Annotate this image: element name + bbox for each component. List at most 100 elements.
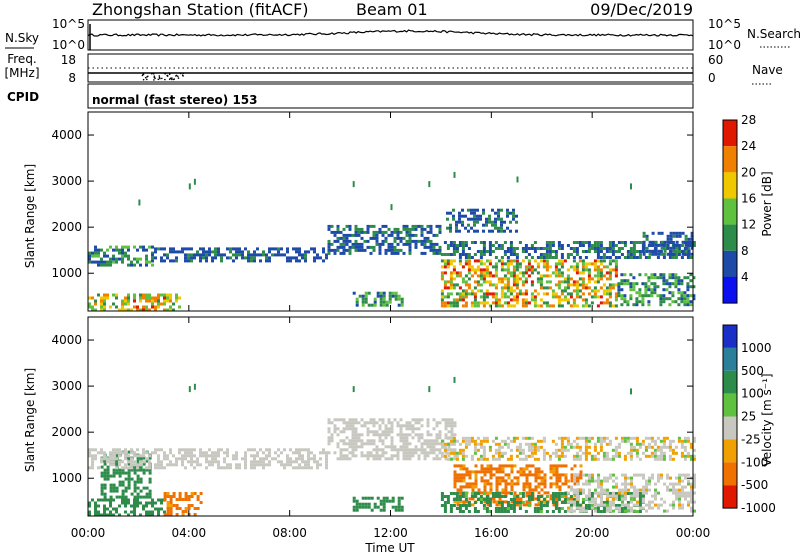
- heatmap-cell: [510, 479, 514, 483]
- heatmap-cell: [554, 268, 558, 272]
- heatmap-cell: [157, 457, 160, 461]
- heatmap-cell: [408, 236, 412, 240]
- heatmap-cell: [464, 253, 468, 256]
- heatmap-cell: [166, 510, 170, 513]
- heatmap-cell: [333, 248, 337, 252]
- heatmap-cell: [560, 492, 564, 495]
- heatmap-cell: [187, 454, 190, 458]
- heatmap-cell: [470, 436, 474, 440]
- heatmap-cell: [256, 253, 259, 257]
- heatmap-cell: [597, 476, 600, 480]
- heatmap-cell: [121, 245, 124, 249]
- heatmap-cell: [88, 305, 91, 309]
- heatmap-cell: [540, 479, 544, 483]
- heatmap-cell: [139, 480, 143, 484]
- heatmap-cell: [548, 280, 552, 284]
- heatmap-cell: [112, 448, 115, 452]
- heatmap-cell: [378, 230, 382, 234]
- heatmap-cell: [211, 256, 214, 260]
- heatmap-cell: [623, 436, 627, 440]
- heatmap-cell: [109, 513, 112, 517]
- heatmap-cell: [458, 220, 461, 224]
- heatmap-cell: [623, 279, 627, 283]
- heatmap-cell: [498, 476, 502, 480]
- heatmap-cell: [390, 424, 394, 428]
- heatmap-cell: [668, 291, 672, 295]
- heatmap-cell: [133, 483, 137, 487]
- heatmap-cell: [169, 495, 173, 498]
- heatmap-cell: [133, 480, 137, 484]
- heatmap-cell: [397, 297, 401, 301]
- heatmap-cell: [396, 433, 400, 437]
- heatmap-cell: [202, 247, 205, 251]
- heatmap-cell: [438, 442, 442, 446]
- heatmap-cell: [629, 498, 633, 501]
- heatmap-cell: [654, 246, 658, 250]
- heatmap-cell: [342, 418, 346, 422]
- heatmap-cell: [626, 492, 630, 495]
- heatmap-cell: [674, 276, 678, 280]
- heatmap-cell: [208, 454, 211, 458]
- heatmap-cell: [476, 442, 480, 446]
- heatmap-cell: [423, 236, 427, 240]
- heatmap-cell: [657, 491, 660, 495]
- heatmap-cell: [572, 498, 576, 501]
- heatmap-cell: [659, 451, 663, 455]
- heatmap-cell: [402, 457, 406, 461]
- heatmap-cell: [136, 305, 139, 309]
- heatmap-cell: [552, 467, 556, 471]
- date-label: 09/Dec/2019: [590, 0, 693, 19]
- heatmap-cell: [382, 303, 386, 307]
- heatmap-cell: [485, 501, 489, 504]
- heatmap-cell: [584, 301, 588, 305]
- heatmap-cell: [512, 504, 516, 507]
- heatmap-cell: [259, 253, 262, 257]
- heatmap-cell: [686, 297, 690, 301]
- heatmap-cell: [612, 479, 615, 483]
- heatmap-cell: [316, 253, 319, 257]
- heatmap-cell: [617, 250, 621, 253]
- heatmap-cell: [602, 283, 606, 287]
- heatmap-cell: [184, 451, 187, 455]
- heatmap-cell: [154, 308, 157, 312]
- heatmap-cell: [548, 247, 552, 250]
- heatmap-cell: [543, 473, 547, 477]
- heatmap-cell: [572, 283, 576, 287]
- heatmap-cell: [187, 451, 190, 455]
- heatmap-cell: [470, 457, 474, 461]
- heatmap-cell: [393, 418, 397, 422]
- heatmap-cell: [408, 451, 412, 455]
- heatmap-cell: [283, 253, 286, 257]
- colorbar-swatch: [723, 172, 737, 199]
- heatmap-cell: [91, 305, 94, 309]
- heatmap-cell: [672, 506, 675, 510]
- heatmap-cell: [378, 227, 382, 231]
- heatmap-cell: [390, 448, 394, 452]
- heatmap-cell: [672, 252, 676, 256]
- heatmap-cell: [375, 236, 379, 240]
- heatmap-cell: [145, 466, 148, 470]
- heatmap-cell: [539, 439, 543, 443]
- heatmap-cell: [473, 241, 477, 244]
- heatmap-cell: [187, 247, 190, 251]
- heatmap-cell: [351, 245, 355, 249]
- heatmap-cell: [657, 476, 660, 480]
- heatmap-cell: [366, 439, 370, 443]
- heatmap-cell: [671, 241, 675, 244]
- heatmap-cell: [588, 500, 591, 504]
- heatmap-cell: [205, 253, 208, 257]
- heatmap-cell: [277, 460, 280, 464]
- heatmap-cell: [621, 497, 624, 501]
- heatmap-cell: [163, 513, 167, 516]
- heatmap-cell: [609, 473, 612, 477]
- heatmap-cell: [611, 454, 615, 458]
- heatmap-cell: [596, 304, 600, 308]
- heatmap-cell: [458, 244, 462, 247]
- heatmap-cell: [106, 296, 109, 300]
- heatmap-cell: [327, 248, 331, 252]
- heatmap-cell: [641, 451, 645, 455]
- heatmap-cell: [217, 247, 220, 251]
- heatmap-cell: [307, 463, 310, 467]
- heatmap-cell: [238, 253, 241, 257]
- heatmap-cell: [405, 230, 409, 234]
